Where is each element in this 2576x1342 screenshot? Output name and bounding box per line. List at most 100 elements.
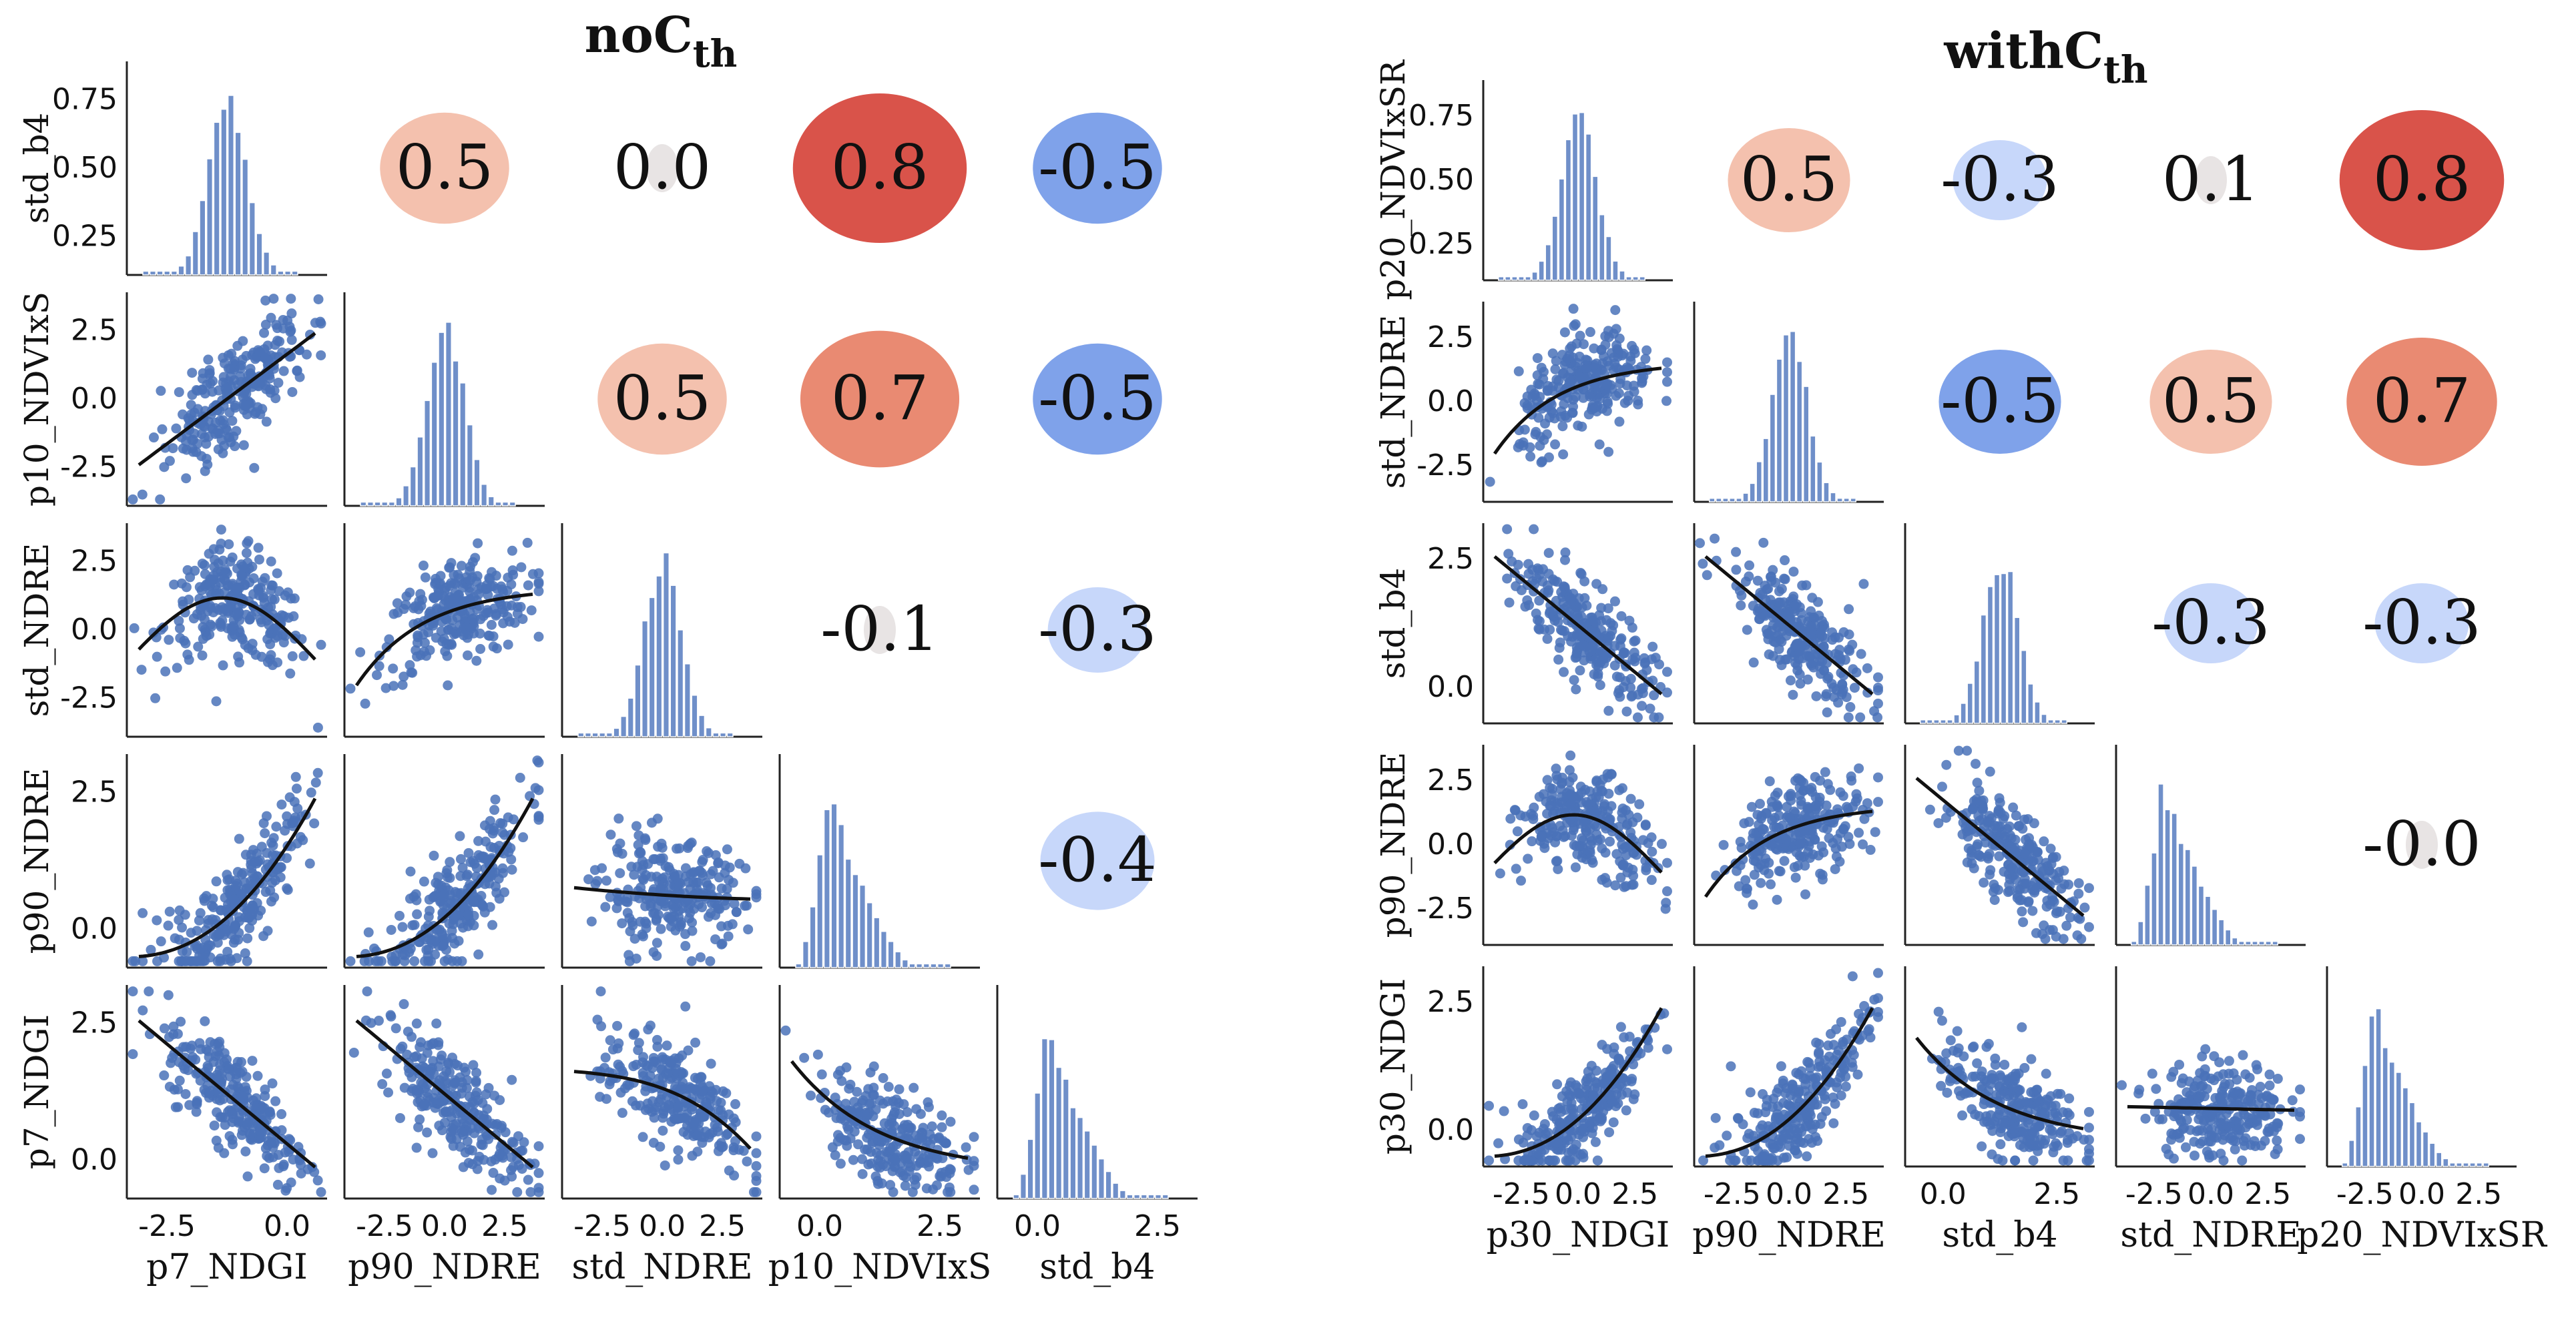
histogram-bar	[1993, 574, 2001, 724]
scatter-point	[670, 1064, 681, 1074]
scatter-point	[200, 432, 210, 442]
scatter-point	[178, 409, 188, 420]
correlation-bubble	[2374, 583, 2469, 663]
scatter-point	[1587, 615, 1598, 626]
scatter-point	[1582, 355, 1593, 366]
scatter-point	[457, 1077, 467, 1088]
histogram-bar	[2164, 809, 2171, 946]
histogram-bar	[1836, 497, 1843, 502]
scatter-point	[384, 634, 395, 645]
scatter-point	[471, 863, 482, 874]
histogram-bar	[248, 202, 256, 276]
scatter-point	[455, 888, 466, 898]
scatter-point	[902, 1106, 913, 1117]
scatter-point	[1661, 687, 1672, 698]
scatter-point	[656, 1064, 667, 1075]
scatter-point	[159, 1023, 170, 1034]
histogram-bar	[852, 874, 859, 968]
histogram-bar	[1823, 482, 1830, 502]
scatter-point	[1552, 1079, 1563, 1090]
scatter-point	[415, 1114, 425, 1125]
x-tick-label: 2.5	[1134, 1209, 1181, 1243]
histogram-bar	[2245, 940, 2252, 946]
scatter-point	[171, 423, 182, 434]
scatter-point	[1843, 831, 1854, 842]
x-tick-label: 2.5	[699, 1209, 746, 1243]
scatter-point	[1580, 785, 1591, 795]
scatter-point	[409, 920, 420, 930]
scatter-point	[1542, 385, 1553, 396]
scatter-point	[1585, 1072, 1596, 1083]
scatter-point	[1786, 789, 1796, 799]
correlation-bubble	[2339, 110, 2505, 250]
scatter-point	[1785, 675, 1796, 686]
scatter-point	[260, 828, 270, 839]
histogram-bar	[2272, 940, 2278, 946]
scatter-point	[706, 1058, 716, 1069]
correlation-value: -0.3	[2151, 587, 2270, 658]
scatter-point	[885, 1142, 896, 1153]
histogram-bar	[648, 597, 656, 737]
scatter-point	[1588, 1090, 1599, 1100]
histogram-bar	[858, 884, 866, 968]
scatter-point	[254, 346, 265, 357]
scatter-point	[1828, 817, 1838, 828]
scatter-point	[2003, 860, 2013, 870]
scatter-point	[1590, 1136, 1601, 1147]
scatter-point	[1553, 654, 1564, 665]
correlation-cell-r0-c4: -0.5	[1033, 112, 1162, 224]
scatter-point	[487, 920, 498, 930]
scatter-point	[360, 1015, 371, 1026]
scatter-point	[1563, 372, 1573, 383]
correlation-cell-r2-c4: -0.3	[2362, 583, 2481, 663]
scatter-point	[1575, 567, 1586, 578]
histogram-bar	[1551, 216, 1559, 281]
scatter-point	[498, 618, 509, 629]
scatter-point	[1599, 658, 1609, 669]
scatter-point	[659, 872, 670, 883]
scatter-point	[397, 679, 408, 690]
scatter-point	[226, 1084, 236, 1094]
scatter-point	[507, 1136, 517, 1147]
scatter-point	[533, 1183, 544, 1193]
scatter-point	[458, 1162, 469, 1172]
scatter-point	[439, 1117, 450, 1128]
y-tick-label: 0.25	[52, 219, 117, 253]
scatter-point	[1756, 878, 1766, 888]
scatter-point	[418, 560, 429, 571]
scatter-point	[228, 1139, 238, 1150]
histogram-bar	[142, 270, 150, 276]
scatter-point	[316, 639, 326, 650]
x-tick-label: -2.5	[356, 1209, 413, 1243]
scatter-point	[617, 1108, 627, 1118]
scatter-point	[1846, 771, 1856, 782]
histogram-bar	[1041, 1038, 1048, 1199]
scatter-point	[463, 848, 474, 858]
trend-line	[138, 1019, 316, 1168]
scatter-points	[127, 294, 326, 505]
scatter-point	[646, 817, 657, 828]
scatter-point	[1808, 656, 1819, 667]
scatter-point	[411, 1142, 422, 1153]
scatter-point	[1695, 538, 1706, 549]
scatter-point	[242, 906, 252, 916]
scatter-point	[477, 1134, 487, 1145]
scatter-point	[1735, 836, 1746, 847]
scatter-point	[260, 295, 271, 306]
scatter-point	[621, 896, 631, 907]
scatter-point	[487, 567, 497, 577]
scatter-point	[461, 1066, 471, 1077]
scatter-point	[1513, 366, 1524, 376]
scatter-point	[617, 918, 627, 929]
scatter-point	[184, 595, 194, 605]
scatter-point	[1872, 672, 1883, 683]
scatter-point	[668, 904, 679, 914]
scatter-point	[1872, 772, 1883, 783]
x-tick-label: 0.0	[639, 1209, 686, 1243]
scatter-point	[728, 1145, 739, 1156]
scatter-point	[265, 639, 276, 649]
scatter-point	[513, 1160, 524, 1170]
scatter-point	[1522, 403, 1533, 414]
